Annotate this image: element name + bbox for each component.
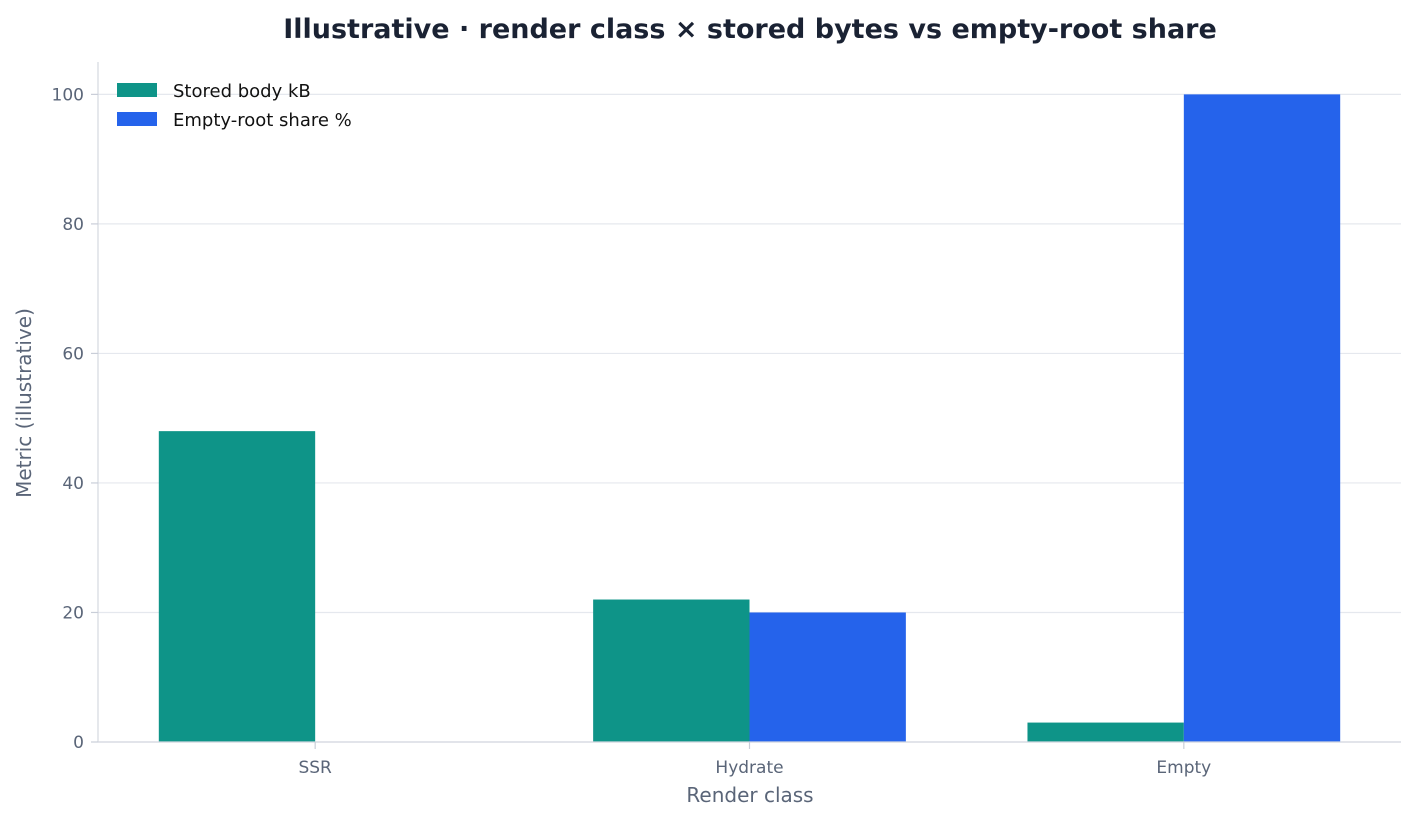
y-tick-label: 80 [62, 215, 84, 235]
x-tick-label: Empty [1156, 758, 1211, 778]
y-tick-label: 100 [52, 85, 84, 105]
x-axis-label: Render class [686, 783, 813, 807]
legend-swatch [117, 112, 157, 126]
bar-hydrate-series-2 [749, 612, 906, 742]
y-axis-label: Metric (illustrative) [12, 308, 36, 498]
x-tick-label: SSR [298, 758, 332, 778]
bar-ssr-series-1 [158, 431, 316, 742]
bar-hydrate-series-1 [593, 599, 750, 742]
y-tick-labels: 0 20 40 60 80 100 [52, 85, 98, 753]
x-tick-labels: SSR Hydrate Empty [298, 742, 1211, 778]
y-tick-label: 60 [62, 344, 84, 364]
y-tick-label: 0 [73, 733, 84, 753]
legend-label: Empty-root share % [173, 110, 352, 131]
bar-empty-series-1 [1027, 722, 1184, 742]
chart-title: Illustrative · render class × stored byt… [283, 14, 1217, 45]
legend-label: Stored body kB [173, 81, 311, 102]
y-tick-label: 20 [62, 603, 84, 623]
bars [158, 94, 1341, 742]
x-tick-label: Hydrate [715, 758, 783, 778]
legend-swatch [117, 83, 157, 97]
legend: Stored body kB Empty-root share % [117, 81, 352, 131]
y-tick-label: 40 [62, 474, 84, 494]
bar-empty-series-2 [1183, 94, 1341, 742]
